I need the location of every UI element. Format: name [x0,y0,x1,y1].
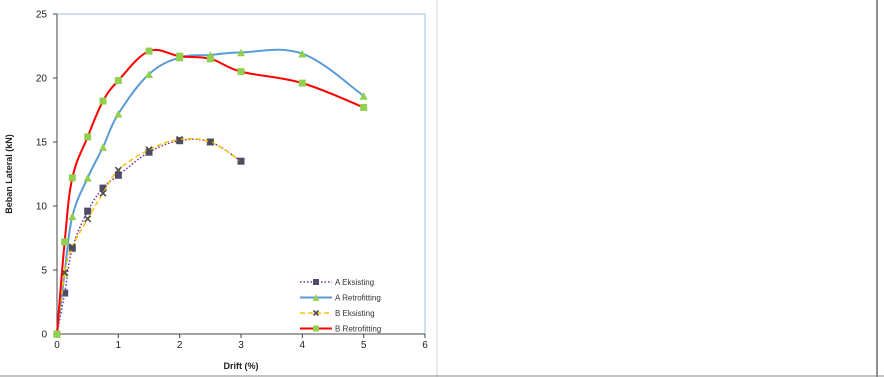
legend-item: A Eksisting [300,278,374,287]
data-point [206,55,214,63]
data-point [68,244,76,252]
data-point [145,148,153,156]
data-point [53,330,61,338]
data-point [298,79,306,87]
legend-label: A Eksisting [335,278,374,287]
legend: A Eksisting A Retrofitting B Eksisting B Re… [300,278,381,334]
legend-label: B Eksisting [335,309,375,318]
y-tick-label: 0 [41,330,47,341]
data-point [99,189,107,197]
data-point [206,138,214,146]
y-tick-label: 20 [36,74,48,85]
data-point [114,77,122,85]
data-point [237,48,245,57]
data-point [145,70,153,78]
data-point [176,52,184,60]
x-tick-label: 1 [116,340,122,351]
series-layer [53,47,368,338]
legend-marker [313,325,319,332]
x-tick-label: 6 [422,340,428,351]
data-point [237,68,245,76]
legend-label: B Retrofitting [335,325,381,334]
series-b-retrofitting [53,47,368,338]
legend-marker [312,294,320,301]
x-tick-label: 0 [54,340,60,351]
data-point [359,92,368,100]
x-tick-label: 4 [300,340,306,351]
data-point [145,47,153,55]
data-point [61,238,69,246]
data-point [360,103,368,111]
legend-item: B Retrofitting [300,325,381,334]
data-point [99,184,107,192]
legend-item: A Retrofitting [300,294,381,303]
y-tick-label: 10 [36,202,48,213]
data-point [84,133,92,141]
data-point [176,137,184,145]
data-point [68,212,77,221]
y-tick-label: 15 [36,138,48,149]
data-point [114,166,122,174]
data-point [145,146,153,154]
data-point [99,97,107,105]
x-tick-label: 2 [177,340,183,351]
data-point [84,215,92,223]
data-point [68,243,76,251]
legend-item: B Eksisting [300,309,375,318]
x-tick-label: 5 [361,340,367,351]
legend-label: A Retrofitting [335,294,381,303]
data-point [176,135,184,144]
axes: 0 1 2 3 4 5 6 0 5 10 15 20 25 [36,10,428,352]
data-point [83,174,92,182]
y-tick-label: 5 [41,266,47,277]
y-tick-label: 25 [36,10,48,21]
data-point [298,49,307,58]
series-line [56,137,242,335]
data-point [114,171,122,179]
data-point [68,174,76,182]
legend-marker [312,309,320,317]
y-axis-title: Beban Lateral (kN) [4,134,14,214]
data-point [237,157,245,165]
data-point [114,110,123,118]
x-axis-title: Drift (%) [224,361,259,371]
data-point [61,289,69,297]
x-tick-label: 3 [238,340,244,351]
data-point [84,207,92,215]
series-line [56,48,365,335]
data-point [99,143,107,151]
legend-marker [313,279,319,285]
